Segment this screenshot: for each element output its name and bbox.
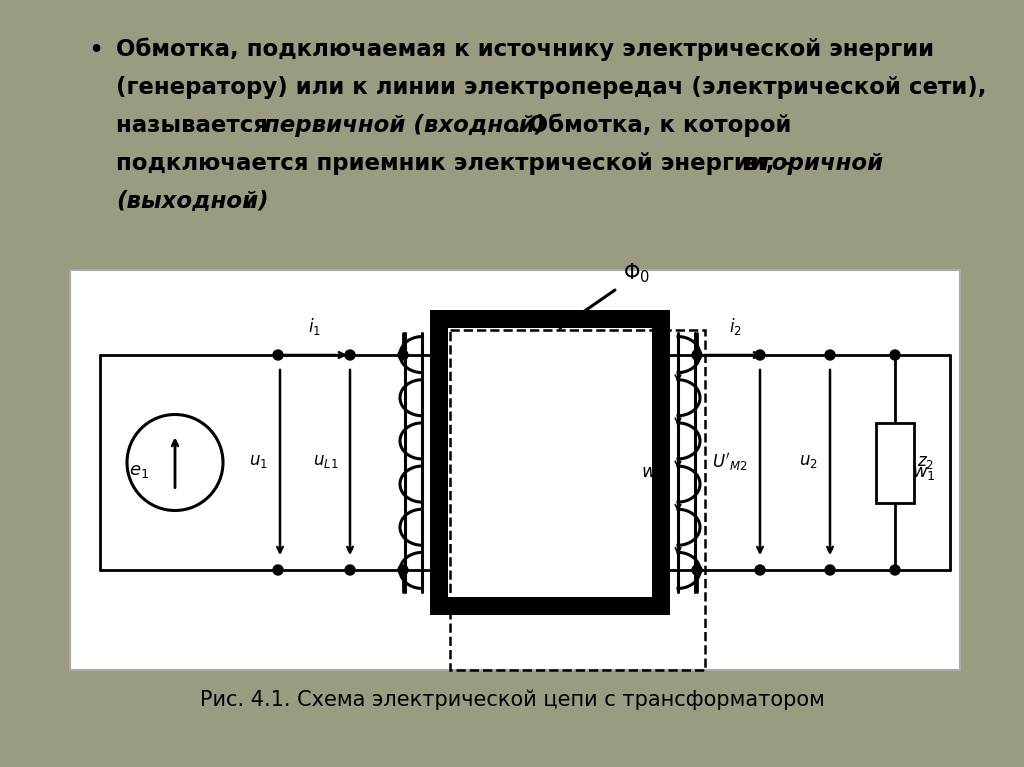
Text: $e_1$: $e_1$ [129,462,148,479]
Bar [449,328,652,597]
Text: $w_2$: $w_2$ [641,463,665,482]
Text: $i_1$: $i_1$ [307,316,321,337]
Bar [70,270,961,670]
Bar [430,310,449,615]
Text: (выходной): (выходной) [116,190,268,213]
Text: Рис. 4.1. Схема электрической цепи с трансформатором: Рис. 4.1. Схема электрической цепи с тра… [200,690,824,710]
Text: .: . [244,190,253,213]
Circle shape [398,565,408,575]
Text: $u_{L1}$: $u_{L1}$ [312,453,338,470]
Bar [525,310,575,615]
Circle shape [345,565,355,575]
Circle shape [692,350,702,360]
Text: называется: называется [116,114,276,137]
Text: подключается приемник электрической энергии, –: подключается приемник электрической энер… [116,152,794,175]
Text: . Обмотка, к которой: . Обмотка, к которой [512,114,792,137]
Text: $w_1$: $w_1$ [912,463,936,482]
Bar [430,597,670,615]
Circle shape [273,565,283,575]
Circle shape [755,350,765,360]
Circle shape [890,350,900,360]
Text: •: • [88,38,103,64]
Circle shape [273,350,283,360]
Bar [528,328,572,597]
Text: $u_1$: $u_1$ [249,453,268,470]
Bar [652,310,670,615]
Circle shape [345,350,355,360]
Circle shape [755,565,765,575]
Circle shape [890,565,900,575]
Text: $u_2$: $u_2$ [799,453,818,470]
Text: $z_2$: $z_2$ [918,454,934,471]
Circle shape [398,350,408,360]
Bar [430,310,670,328]
Text: $U'_{M2}$: $U'_{M2}$ [713,451,748,473]
Text: (генератору) или к линии электропередач (электрической сети),: (генератору) или к линии электропередач … [116,76,986,99]
Text: $i_2$: $i_2$ [728,316,741,337]
Bar [450,330,705,670]
Text: вторичной: вторичной [736,152,883,175]
Text: Обмотка, подключаемая к источнику электрической энергии: Обмотка, подключаемая к источнику электр… [116,38,934,61]
Circle shape [127,414,223,511]
Text: $\Phi_0$: $\Phi_0$ [623,262,650,285]
Bar [876,423,914,502]
Circle shape [825,565,835,575]
Text: первичной (входной): первичной (входной) [264,114,546,137]
Circle shape [692,565,702,575]
Circle shape [825,350,835,360]
